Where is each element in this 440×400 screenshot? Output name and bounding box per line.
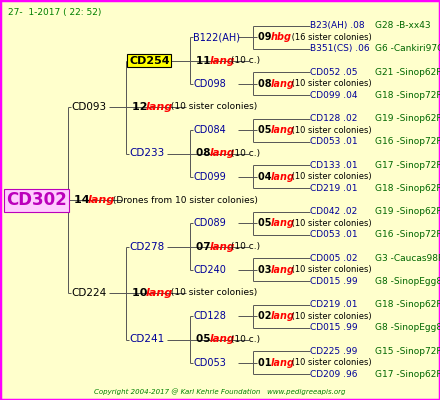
Text: (10 c.): (10 c.) <box>228 242 260 251</box>
Text: 05: 05 <box>258 218 275 228</box>
Text: 04: 04 <box>258 172 275 182</box>
Text: CD089: CD089 <box>193 218 226 228</box>
Text: CD015 .99: CD015 .99 <box>310 277 358 286</box>
Text: G16 -Sinop72R: G16 -Sinop72R <box>375 137 440 146</box>
Text: lang: lang <box>271 311 295 321</box>
Text: CD128: CD128 <box>193 311 226 321</box>
Text: CD241: CD241 <box>129 334 164 344</box>
Text: G28 -B-xx43: G28 -B-xx43 <box>375 21 431 30</box>
Text: lang: lang <box>210 56 235 66</box>
Text: 03: 03 <box>258 265 275 275</box>
Text: CD053: CD053 <box>193 358 226 368</box>
Text: (10 sister colonies): (10 sister colonies) <box>289 312 372 321</box>
Text: G3 -Caucas98R: G3 -Caucas98R <box>375 254 440 263</box>
Text: G8 -SinopEgg86R: G8 -SinopEgg86R <box>375 323 440 332</box>
Text: 10: 10 <box>132 288 151 298</box>
Text: CD233: CD233 <box>129 148 164 158</box>
Text: CD099: CD099 <box>193 172 226 182</box>
Text: lang: lang <box>210 242 235 252</box>
Text: B23(AH) .08: B23(AH) .08 <box>310 21 365 30</box>
Text: CD254: CD254 <box>129 56 170 66</box>
Text: CD278: CD278 <box>129 242 164 252</box>
Text: CD133 .01: CD133 .01 <box>310 161 358 170</box>
Text: G6 -Cankiri97Q: G6 -Cankiri97Q <box>375 44 440 53</box>
Text: hbg: hbg <box>271 32 292 42</box>
Text: CD099 .04: CD099 .04 <box>310 91 357 100</box>
Text: lang: lang <box>210 334 235 344</box>
Text: CD219 .01: CD219 .01 <box>310 300 357 309</box>
Text: (10 sister colonies): (10 sister colonies) <box>289 358 372 367</box>
Text: CD052 .05: CD052 .05 <box>310 68 357 77</box>
Text: (10 c.): (10 c.) <box>228 56 260 65</box>
Text: CD053 .01: CD053 .01 <box>310 230 358 239</box>
Text: G21 -Sinop62R: G21 -Sinop62R <box>375 68 440 77</box>
Text: 09: 09 <box>258 32 275 42</box>
Text: 07: 07 <box>196 242 214 252</box>
Text: (10 sister colonies): (10 sister colonies) <box>168 288 257 298</box>
Text: lang: lang <box>271 172 295 182</box>
Text: G17 -Sinop62R: G17 -Sinop62R <box>375 370 440 379</box>
Text: lang: lang <box>146 102 173 112</box>
Text: B122(AH): B122(AH) <box>193 32 240 42</box>
Text: CD128 .02: CD128 .02 <box>310 114 357 123</box>
Text: 12: 12 <box>132 102 151 112</box>
Text: B351(CS) .06: B351(CS) .06 <box>310 44 370 53</box>
Text: CD302: CD302 <box>6 191 67 209</box>
Text: (10 c.): (10 c.) <box>228 335 260 344</box>
Text: lang: lang <box>271 125 295 135</box>
Text: 27-  1-2017 ( 22: 52): 27- 1-2017 ( 22: 52) <box>8 8 101 17</box>
Text: lang: lang <box>146 288 173 298</box>
Text: (10 c.): (10 c.) <box>228 149 260 158</box>
Text: (10 sister colonies): (10 sister colonies) <box>289 265 372 274</box>
Text: Copyright 2004-2017 @ Karl Kehrle Foundation   www.pedigreeapis.org: Copyright 2004-2017 @ Karl Kehrle Founda… <box>94 388 346 395</box>
Text: (10 sister colonies): (10 sister colonies) <box>289 79 372 88</box>
Text: G18 -Sinop72R: G18 -Sinop72R <box>375 91 440 100</box>
Text: lang: lang <box>210 148 235 158</box>
Text: 08: 08 <box>258 79 275 89</box>
Text: CD084: CD084 <box>193 125 226 135</box>
Text: 11: 11 <box>196 56 214 66</box>
Text: CD219 .01: CD219 .01 <box>310 184 357 193</box>
Text: (16 sister colonies): (16 sister colonies) <box>289 33 372 42</box>
Text: 02: 02 <box>258 311 275 321</box>
Text: CD224: CD224 <box>71 288 106 298</box>
Text: lang: lang <box>271 218 295 228</box>
Text: G15 -Sinop72R: G15 -Sinop72R <box>375 347 440 356</box>
Text: CD053 .01: CD053 .01 <box>310 137 358 146</box>
Text: CD042 .02: CD042 .02 <box>310 207 357 216</box>
Text: CD209 .96: CD209 .96 <box>310 370 357 379</box>
Text: 08: 08 <box>196 148 214 158</box>
Text: 05: 05 <box>258 125 275 135</box>
Text: (10 sister colonies): (10 sister colonies) <box>168 102 257 112</box>
Text: lang: lang <box>88 195 115 205</box>
Text: lang: lang <box>271 358 295 368</box>
Text: G19 -Sinop62R: G19 -Sinop62R <box>375 207 440 216</box>
Text: CD093: CD093 <box>71 102 106 112</box>
Text: G17 -Sinop72R: G17 -Sinop72R <box>375 161 440 170</box>
Text: CD240: CD240 <box>193 265 226 275</box>
Text: G18 -Sinop62R: G18 -Sinop62R <box>375 184 440 193</box>
Text: G8 -SinopEgg86R: G8 -SinopEgg86R <box>375 277 440 286</box>
Text: CD225 .99: CD225 .99 <box>310 347 357 356</box>
Text: 01: 01 <box>258 358 275 368</box>
Text: G18 -Sinop62R: G18 -Sinop62R <box>375 300 440 309</box>
Text: G19 -Sinop62R: G19 -Sinop62R <box>375 114 440 123</box>
Text: (Drones from 10 sister colonies): (Drones from 10 sister colonies) <box>110 196 258 204</box>
Text: lang: lang <box>271 265 295 275</box>
Text: lang: lang <box>271 79 295 89</box>
Text: (10 sister colonies): (10 sister colonies) <box>289 126 372 135</box>
Text: (10 sister colonies): (10 sister colonies) <box>289 172 372 181</box>
Text: CD098: CD098 <box>193 79 226 89</box>
Text: CD015 .99: CD015 .99 <box>310 323 358 332</box>
Text: G16 -Sinop72R: G16 -Sinop72R <box>375 230 440 239</box>
Text: 05: 05 <box>196 334 214 344</box>
Text: (10 sister colonies): (10 sister colonies) <box>289 219 372 228</box>
Text: 14: 14 <box>74 195 93 205</box>
Text: CD005 .02: CD005 .02 <box>310 254 357 263</box>
